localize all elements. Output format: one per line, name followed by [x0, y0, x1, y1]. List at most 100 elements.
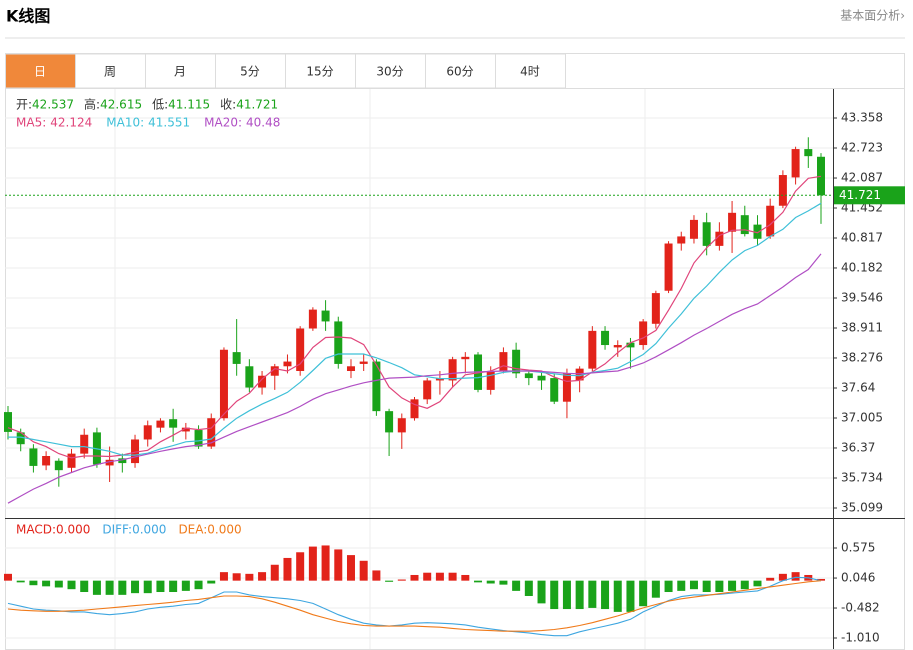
candle-body	[448, 359, 457, 381]
candle-body	[613, 345, 622, 348]
macd-bar	[486, 580, 495, 584]
y-tick-label: 38.276	[841, 350, 883, 364]
candle-body	[410, 399, 419, 419]
tab-label[interactable]: 月	[174, 65, 186, 79]
ma-legend-value: 42.124	[50, 116, 92, 130]
tab-label[interactable]: 5分	[240, 65, 260, 79]
ma-legend-name: MA5:	[16, 116, 46, 130]
candle-body	[143, 425, 152, 440]
macd-bar	[118, 580, 127, 595]
candle-body	[67, 453, 76, 468]
candle-body	[689, 219, 698, 239]
tab-label[interactable]: 30分	[376, 65, 403, 79]
candle-body	[169, 419, 178, 428]
candle-body	[385, 411, 394, 433]
macd-bar	[131, 580, 140, 594]
macd-bar	[42, 580, 51, 587]
macd-bar	[702, 580, 711, 593]
macd-bar	[639, 580, 648, 607]
candle-body	[29, 448, 38, 466]
macd-bar	[397, 579, 406, 581]
y-tick-label: 38.911	[841, 320, 883, 334]
ohlc-value: 41.115	[168, 98, 210, 112]
tab-label[interactable]: 日	[34, 65, 46, 79]
candle-body	[283, 361, 292, 367]
candle-body	[270, 366, 279, 376]
candle-body	[601, 330, 610, 346]
candle-body	[537, 375, 546, 381]
candle-body	[702, 222, 711, 246]
candle-body	[550, 378, 559, 402]
macd-bar	[728, 580, 737, 591]
candle-body	[512, 349, 521, 374]
macd-bar	[143, 580, 152, 594]
candle-body	[194, 430, 203, 447]
macd-bar	[715, 580, 724, 593]
macd-bar	[613, 580, 622, 612]
macd-bar	[778, 573, 787, 581]
tab-label[interactable]: 15分	[306, 65, 333, 79]
tab[interactable]	[145, 53, 216, 89]
macd-bar	[372, 570, 381, 581]
macd-bar	[474, 580, 483, 583]
macd-legend: DIFF:0.000	[102, 523, 166, 537]
y-tick-label: 35.734	[841, 471, 883, 485]
ma-legend-value: 41.551	[148, 116, 190, 130]
y-tick-label: 0.575	[841, 541, 875, 555]
tab-label[interactable]: 周	[104, 65, 116, 79]
tab[interactable]	[215, 53, 286, 89]
macd-bar	[410, 574, 419, 581]
macd-legend: DEA:0.000	[178, 523, 241, 537]
macd-bar	[689, 580, 698, 590]
ohlc-value: 42.537	[32, 98, 74, 112]
candle-body	[245, 366, 254, 388]
last-price-box	[834, 186, 905, 205]
y-tick-label: 40.817	[841, 230, 883, 244]
tab[interactable]	[355, 53, 426, 89]
tab[interactable]	[5, 53, 76, 89]
ohlc-label: 收:	[220, 98, 236, 112]
y-tick-label: 35.099	[841, 500, 883, 514]
macd-bar	[461, 574, 470, 581]
y-tick-label: -0.482	[841, 601, 880, 615]
candle-body	[346, 366, 355, 372]
fundamental-link[interactable]: 基本面分析›	[840, 9, 905, 23]
macd-bar	[92, 580, 101, 595]
tab[interactable]	[495, 53, 566, 89]
chart-frame	[5, 53, 905, 650]
candle-body	[105, 459, 114, 466]
macd-bar	[321, 545, 330, 581]
candle-body	[677, 236, 686, 244]
macd-bar	[219, 572, 228, 581]
macd-bar	[651, 580, 660, 598]
candle-body	[42, 456, 51, 466]
candle-body	[804, 149, 813, 157]
macd-bar	[448, 572, 457, 581]
tab-label[interactable]: 60分	[446, 65, 473, 79]
macd-bar	[54, 580, 63, 588]
macd-bar	[29, 580, 38, 586]
tab[interactable]	[75, 53, 146, 89]
candle-body	[778, 175, 787, 206]
candle-body	[131, 439, 140, 464]
y-tick-label: 0.046	[841, 571, 875, 585]
macd-bar	[766, 577, 775, 581]
macd-bar	[334, 549, 343, 581]
macd-bar	[232, 573, 241, 581]
macd-bar	[181, 580, 190, 591]
macd-bar	[753, 580, 762, 587]
macd-line	[7, 576, 822, 637]
tab[interactable]	[425, 53, 496, 89]
macd-bar	[740, 580, 749, 590]
y-tick-label: -1.010	[841, 631, 880, 645]
ohlc-label: 开:	[16, 98, 32, 112]
macd-bar	[499, 580, 508, 585]
ohlc-label: 低:	[152, 98, 168, 112]
macd-bar	[626, 580, 635, 612]
y-tick-label: 39.546	[841, 291, 883, 305]
candle-body	[588, 330, 597, 369]
candle-body	[16, 432, 25, 445]
tab-label[interactable]: 4时	[520, 65, 540, 79]
macd-legend: MACD:0.000	[16, 523, 90, 537]
